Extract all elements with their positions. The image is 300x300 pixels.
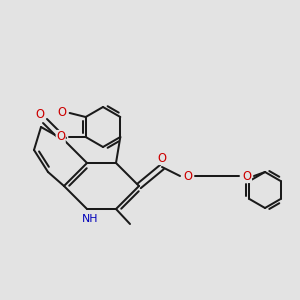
Text: NH: NH — [82, 214, 98, 224]
Text: O: O — [57, 106, 66, 119]
Text: O: O — [242, 169, 251, 182]
Text: O: O — [184, 169, 193, 182]
Text: O: O — [56, 130, 65, 143]
Text: O: O — [158, 152, 166, 164]
Text: O: O — [35, 109, 44, 122]
